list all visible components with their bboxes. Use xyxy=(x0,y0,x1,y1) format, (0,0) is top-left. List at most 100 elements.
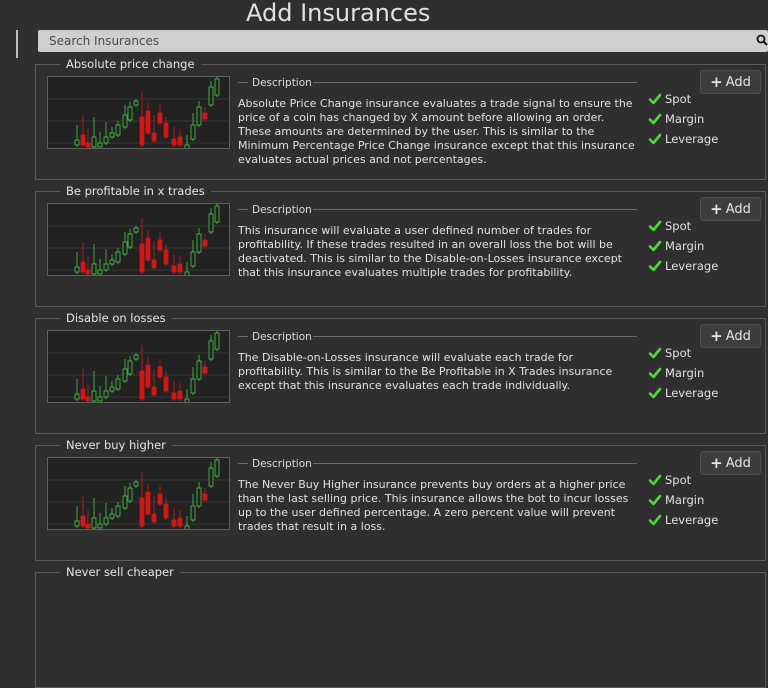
market-list: Spot Margin Leverage xyxy=(648,89,718,149)
check-icon xyxy=(648,112,664,126)
candle-body xyxy=(109,513,115,519)
candle-body xyxy=(80,134,86,146)
insurance-card: Absolute price change Description Absolu… xyxy=(35,58,766,180)
description-label: Description xyxy=(252,77,312,89)
check-icon xyxy=(648,132,664,146)
candle-body xyxy=(133,100,139,106)
candle-body xyxy=(196,106,202,126)
candle-body xyxy=(190,251,196,267)
market-item-leverage: Leverage xyxy=(648,129,718,149)
candle-body xyxy=(196,233,202,253)
plus-icon: + xyxy=(710,326,723,345)
add-button-label: Add xyxy=(725,201,751,217)
search-input[interactable] xyxy=(38,30,739,52)
candle-body xyxy=(214,459,220,477)
market-label: Margin xyxy=(665,493,705,507)
candle-body xyxy=(157,239,163,251)
candle-body xyxy=(214,78,220,96)
candle-body xyxy=(139,497,145,527)
add-insurance-button[interactable]: + Add xyxy=(700,451,761,475)
candle-body xyxy=(171,392,177,400)
candle-body xyxy=(115,251,121,263)
add-insurance-button[interactable]: + Add xyxy=(700,70,761,94)
insurance-description: The Disable-on-Losses insurance will eva… xyxy=(238,351,613,392)
candle-body xyxy=(163,503,169,519)
market-item-leverage: Leverage xyxy=(648,510,718,530)
candle-body xyxy=(177,390,183,400)
plus-icon: + xyxy=(710,72,723,91)
candle-body xyxy=(145,110,151,134)
description-divider xyxy=(238,82,248,83)
candle-body xyxy=(80,388,86,400)
market-label: Margin xyxy=(665,112,705,126)
market-list: Spot Margin Leverage xyxy=(648,216,718,276)
check-icon xyxy=(648,386,664,400)
market-label: Margin xyxy=(665,239,705,253)
candle-body xyxy=(190,124,196,140)
candle-body xyxy=(103,517,109,525)
insurance-name: Be profitable in x trades xyxy=(60,185,211,198)
check-icon xyxy=(648,473,664,487)
candle-body xyxy=(91,136,97,148)
add-insurance-button[interactable]: + Add xyxy=(700,324,761,348)
plus-icon: + xyxy=(710,453,723,472)
candle-body xyxy=(103,136,109,144)
candle-body xyxy=(109,132,115,138)
market-list: Spot Margin Leverage xyxy=(648,470,718,530)
description-label: Description xyxy=(252,458,312,470)
market-label: Leverage xyxy=(665,259,719,273)
candle-body xyxy=(208,340,214,360)
candle-body xyxy=(109,386,115,392)
left-divider xyxy=(16,30,18,58)
candle-body xyxy=(109,259,115,265)
candle-body xyxy=(145,491,151,515)
candle-body xyxy=(91,390,97,402)
add-button-label: Add xyxy=(725,455,751,471)
candle-body xyxy=(214,332,220,350)
candle-body xyxy=(157,112,163,124)
candle-body xyxy=(163,249,169,265)
insurance-name: Absolute price change xyxy=(60,58,201,71)
check-icon xyxy=(648,493,664,507)
candle-body xyxy=(196,487,202,507)
market-item-leverage: Leverage xyxy=(648,256,718,276)
candlestick-chart-icon xyxy=(48,458,229,529)
market-item-margin: Margin xyxy=(648,363,718,383)
add-insurance-button[interactable]: + Add xyxy=(700,197,761,221)
candle-body xyxy=(151,132,157,142)
candle-body xyxy=(184,525,190,529)
description-divider xyxy=(238,463,248,464)
candle-body xyxy=(214,205,220,223)
description-divider xyxy=(238,336,248,337)
candle-body xyxy=(115,505,121,517)
description-label: Description xyxy=(252,204,312,216)
candle-body xyxy=(133,227,139,233)
candle-body xyxy=(208,467,214,487)
check-icon xyxy=(648,219,664,233)
candle-body xyxy=(184,271,190,275)
description-label: Description xyxy=(252,331,312,343)
check-icon xyxy=(648,239,664,253)
search-bar[interactable] xyxy=(38,30,768,52)
candle-body xyxy=(184,398,190,402)
insurance-card: Be profitable in x trades Description Th… xyxy=(35,185,766,307)
market-item-spot: Spot xyxy=(648,343,718,363)
candle-body xyxy=(74,266,80,273)
candle-body xyxy=(103,390,109,398)
candle-body xyxy=(115,378,121,390)
description-divider xyxy=(238,209,248,210)
candle-body xyxy=(80,261,86,273)
insurance-description: The Never Buy Higher insurance prevents … xyxy=(238,478,629,533)
search-icon[interactable] xyxy=(756,33,768,47)
market-item-spot: Spot xyxy=(648,89,718,109)
candle-body xyxy=(74,393,80,400)
insurance-description: This insurance will evaluate a user defi… xyxy=(238,224,622,279)
market-label: Leverage xyxy=(665,513,719,527)
insurance-card: Disable on losses Description The Disabl… xyxy=(35,312,766,434)
candle-body xyxy=(145,237,151,261)
insurance-description: Absolute Price Change insurance evaluate… xyxy=(238,97,635,166)
candle-body xyxy=(208,213,214,233)
candle-body xyxy=(97,269,103,275)
insurance-name: Never sell cheaper xyxy=(60,566,180,579)
insurance-name: Never buy higher xyxy=(60,439,172,452)
